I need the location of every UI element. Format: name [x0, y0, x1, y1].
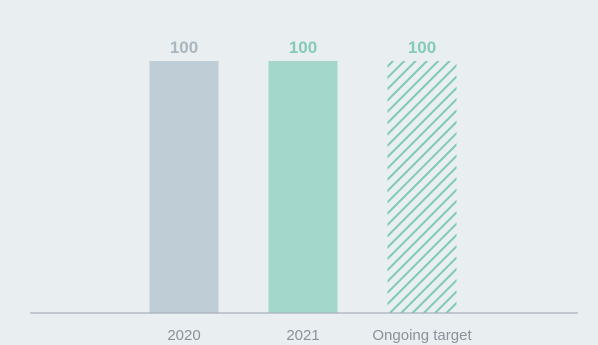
- data-label-2020: 100: [170, 38, 198, 57]
- bar-2020: [149, 61, 219, 313]
- bar-2021: [268, 61, 338, 313]
- data-label-ongoing-target: 100: [408, 38, 436, 57]
- x-tick-label-2021: 2021: [286, 327, 319, 344]
- x-tick-label-ongoing-target: Ongoing target: [372, 327, 472, 344]
- x-tick-label-2020: 2020: [167, 327, 200, 344]
- bar-ongoing-target: [387, 61, 457, 313]
- data-label-2021: 100: [289, 38, 317, 57]
